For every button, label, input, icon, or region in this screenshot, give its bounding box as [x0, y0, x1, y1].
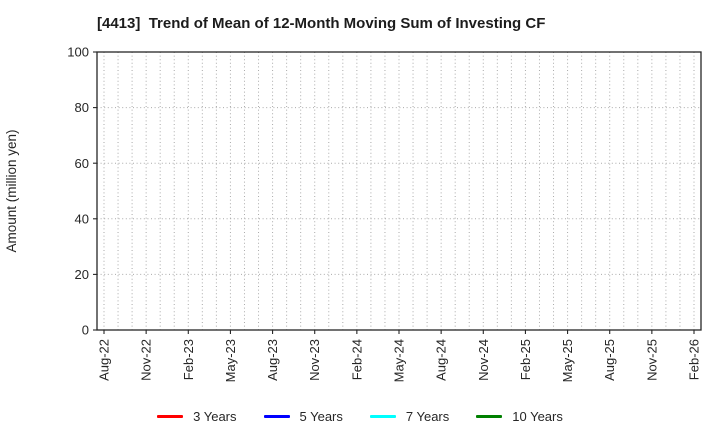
x-tick-label: Nov-24	[476, 339, 491, 381]
x-tick-label: Feb-24	[349, 339, 364, 380]
plot-frame	[96, 51, 702, 331]
legend-line-swatch	[157, 414, 184, 418]
y-tick-label: 60	[75, 156, 89, 171]
legend-label: 7 Years	[405, 408, 450, 424]
y-tick-label: 80	[75, 100, 89, 115]
x-tick-label: Nov-22	[139, 339, 154, 381]
x-tick-label: May-23	[223, 339, 238, 382]
x-tick-label: May-24	[392, 339, 407, 382]
legend-label: 5 Years	[299, 408, 343, 424]
y-tick-label: 40	[75, 211, 89, 226]
chart-title: [4413] Trend of Mean of 12-Month Moving …	[97, 15, 546, 32]
legend-item-5-years: 5 Years	[263, 408, 343, 424]
y-axis-title: Amount (million yen)	[4, 129, 19, 252]
legend-line-swatch	[476, 414, 503, 418]
x-tick-label: Feb-26	[687, 339, 702, 380]
x-tick-label: Aug-22	[97, 339, 112, 381]
y-tick-label: 0	[82, 323, 89, 338]
legend-item-7-years: 7 Years	[369, 408, 450, 424]
y-tick-label: 100	[67, 45, 89, 60]
x-axis-labels: Aug-22 Nov-22 Feb-23 May-23 Aug-23 Nov-23 Feb-…	[97, 339, 702, 382]
x-tick-label: Feb-23	[181, 339, 196, 380]
legend-label: 10 Years	[512, 408, 563, 424]
grid-lines	[97, 52, 701, 330]
x-tick-label: Aug-24	[434, 339, 449, 381]
x-tick-label: Aug-23	[265, 339, 280, 381]
chart-legend: 3 Years 5 Years 7 Years 10 Years	[0, 404, 720, 428]
x-tick-label: Nov-23	[307, 339, 322, 381]
legend-item-10-years: 10 Years	[476, 410, 563, 423]
y-axis-labels: 0 20 40 60 80 100	[67, 45, 89, 338]
x-tick-label: Nov-25	[644, 339, 659, 381]
legend-label: 3 Years	[193, 408, 237, 424]
legend-line-swatch	[369, 414, 396, 418]
y-tick-label: 20	[75, 267, 89, 282]
x-tick-label: May-25	[560, 339, 575, 382]
legend-line-swatch	[263, 414, 290, 418]
tick-marks	[93, 51, 695, 334]
x-tick-label: Aug-25	[602, 339, 617, 381]
legend-item-3-years: 3 Years	[157, 408, 237, 424]
x-tick-label: Feb-25	[518, 339, 533, 380]
